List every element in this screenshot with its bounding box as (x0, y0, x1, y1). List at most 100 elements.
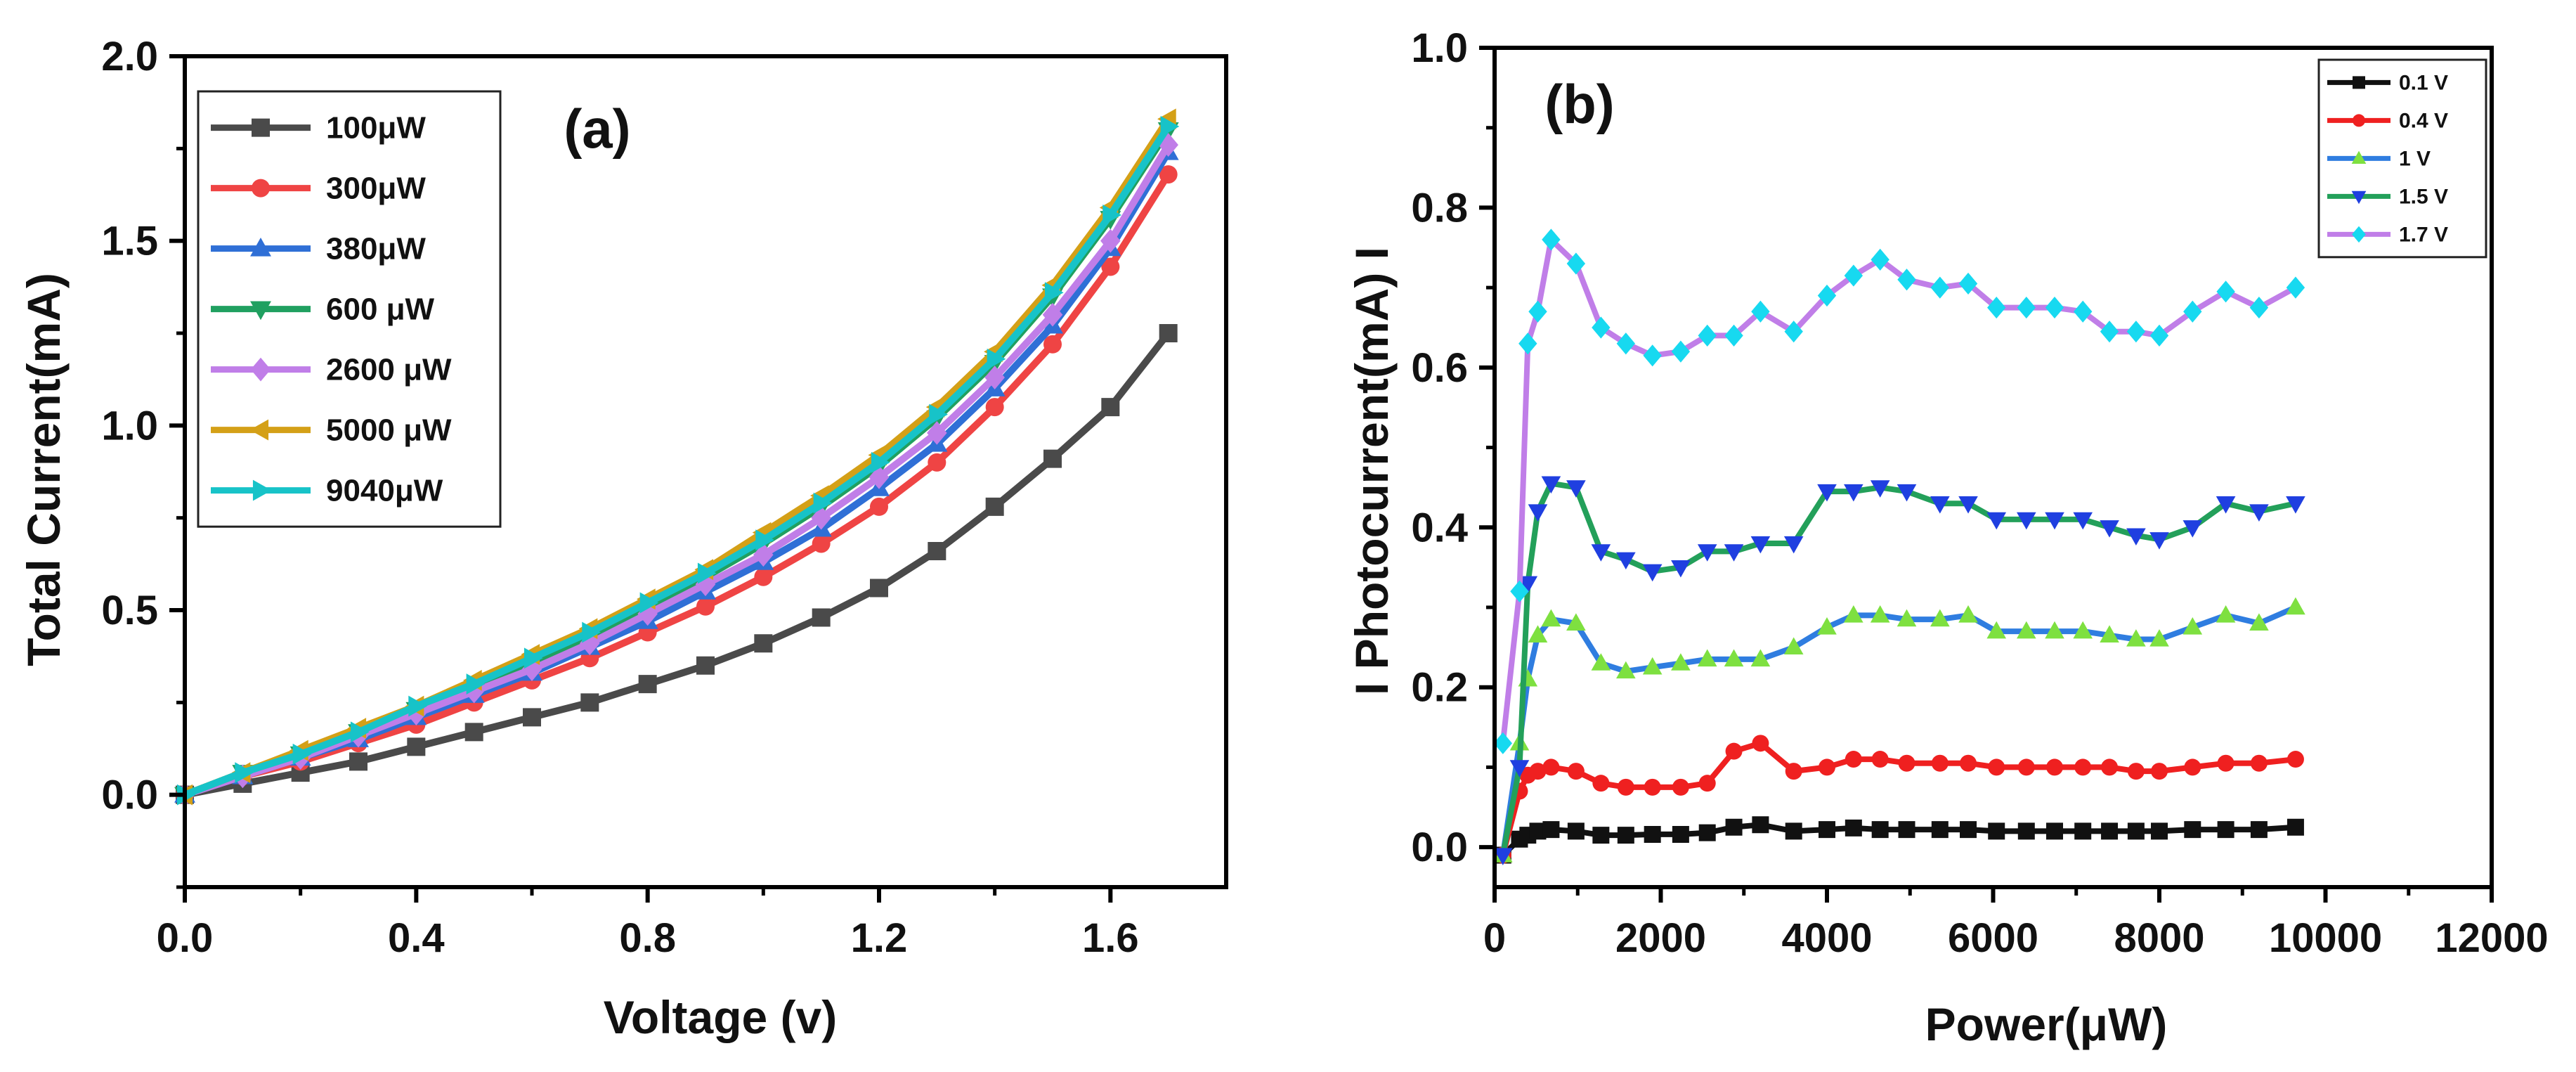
panel-a-plot: 0.0 0.4 0.8 1.2 1.6 0.0 0.5 1.0 1.5 2.0 100μW 300μW… (101, 34, 1228, 961)
panel-a-series-2600-uw-point (695, 572, 716, 597)
panel-b-series-1-7-v-point (1724, 324, 1743, 347)
panel-b-series-1-v-point (2045, 621, 2064, 639)
panel-b-series-1-5-v-point (1783, 536, 1804, 554)
panel-b-x-tick-label: 0 (1483, 915, 1506, 961)
panel-a-series-100uw-line (181, 330, 1172, 799)
panel-b-series-0-4-v-point (2127, 763, 2145, 780)
panel-b-series-1-v-point (2183, 617, 2203, 635)
panel-a-series-9040uw-point (813, 492, 833, 514)
panel-b-series-1-5-v-point (1591, 544, 1611, 562)
panel-b-series-1-v-point (2126, 629, 2146, 647)
panel-a-series-100uw-point (928, 541, 947, 560)
panel-b-series-1-5-v-point (1616, 552, 1636, 570)
panel-b-series-1-7-v-point (2183, 300, 2202, 323)
panel-a-y-tick-label: 0.0 (101, 773, 158, 818)
panel-b-series-1-v-point (1566, 613, 1586, 631)
panel-b-series-1-5-v-point (1817, 484, 1837, 502)
panel-b-series-0-4-v-point (1567, 763, 1585, 780)
panel-b-series-1-7-v-point (1958, 272, 1978, 295)
panel-b-series-0-1-v-point (1898, 821, 1915, 839)
panel-b-series-1-7-v-point (1987, 296, 2006, 319)
panel-b-legend-swatch-marker (2351, 190, 2367, 205)
panel-b-series-0-4-v-point (1644, 778, 1661, 796)
panel-b-series-0-1-v-point (2250, 821, 2268, 839)
panel-b-y-tick-label: 1.0 (1411, 25, 1468, 71)
panel-b-series-1-7-v-point (2216, 280, 2235, 303)
panel-a-legend-item: 380μW (211, 232, 426, 266)
panel-a-legend-item: 600 μW (211, 292, 435, 327)
panel-a-series-9040uw-point (987, 348, 1006, 370)
panel-b-y-tick-label: 0.2 (1411, 665, 1468, 711)
panel-b-series-1-7-v-point (2149, 324, 2169, 347)
panel-b-series-1-5-v-point (2149, 532, 2169, 550)
panel-a-series-9040uw-point (1102, 204, 1121, 226)
panel-b-series-0-4-v-point (2046, 758, 2064, 776)
panel-b-series-0-1-v-point (1725, 818, 1743, 836)
panel-b-series-1-7-v-point (1930, 276, 1950, 299)
panel-b-series-1-5-v-point (1986, 512, 2007, 530)
panel-a-series-100uw-point (523, 708, 541, 727)
panel-a-series-9040uw-point (466, 673, 486, 695)
panel-b-legend-item: 1.5 V (2327, 185, 2448, 208)
panel-b-series-0-4-v-point (2151, 763, 2168, 780)
panel-b-series-0-1-v-point (1819, 821, 1835, 839)
panel-a-legend-swatch-marker (250, 238, 271, 257)
panel-a-x-axis-title: Voltage (v) (604, 991, 837, 1043)
panel-a-series-300uw-point (870, 497, 888, 516)
panel-b-series-1-5-v-point (1930, 496, 1950, 514)
panel-b-series-0-1-v-point (2074, 822, 2092, 840)
panel-a-series-9040uw-point (523, 647, 543, 669)
panel-a-y-axis-title: Total Current(mA) (18, 273, 70, 666)
panel-b-series-0-1-v-point (1871, 821, 1889, 839)
panel-b-legend-label: 1.5 V (2399, 185, 2448, 208)
panel-b-series-1-5-v-point (1724, 544, 1744, 562)
panel-b-legend-item: 0.1 V (2327, 71, 2448, 94)
panel-a-series-9040uw-point (871, 451, 890, 473)
panel-a-series-2600-uw-point (1100, 228, 1121, 253)
panel-b-series-0-1-v-point (1931, 821, 1949, 839)
panel-b-series-0-1-v-point (2101, 822, 2119, 840)
panel-b-series-1-v-point (2249, 613, 2269, 631)
panel-b-legend-swatch-marker (2353, 76, 2365, 89)
panel-a-legend-swatch-marker (250, 357, 271, 382)
panel-b-series-0-4-v-point (1845, 751, 1862, 768)
panel-b-series-1-5-v-point (2126, 528, 2146, 546)
panel-b-legend-label: 0.1 V (2399, 71, 2448, 94)
panel-b-y-tick-label: 0.6 (1411, 345, 1468, 391)
panel-b-series-1-7-v-point (1643, 344, 1662, 367)
panel-b-series-1-v-point (1697, 649, 1717, 667)
panel-b-y-axis-title: I Photocurrent(mA) I (1346, 247, 1398, 695)
panel-a-series-300uw-point (1101, 257, 1120, 276)
panel-b-series-1-7-v-point (1671, 340, 1691, 363)
panel-b-series-0-4-v-point (1529, 763, 1547, 780)
panel-b-series-0-1-v-point (2286, 818, 2304, 836)
panel-b-series-1-v-point (1986, 621, 2007, 639)
panel-b-series-0-4-v-point (1698, 775, 1716, 792)
panel-b-series-1-7-v-point (1897, 269, 1916, 291)
panel-a-series-100uw-point (464, 723, 483, 742)
panel-a-series-9040uw-point (639, 592, 659, 614)
panel-a-legend-label: 380μW (326, 232, 426, 266)
panel-b-series-0-1-v-point (1542, 821, 1560, 839)
panel-b-series-1-5-v-point (2249, 504, 2269, 522)
panel-a-series-9040uw-line (181, 122, 1172, 799)
panel-a-series-300uw-point (754, 567, 773, 586)
panel-b-series-1-5-v-point (2216, 496, 2236, 514)
panel-b-series-1-5-v-point (2045, 512, 2064, 530)
panel-b-series-0-4-v-point (2074, 758, 2092, 776)
panel-b-legend: 0.1 V 0.4 V 1 V 1.5 V 1.7 V (2317, 58, 2487, 259)
panel-b-series-1-5-v-point (2073, 512, 2093, 530)
panel-a-legend-label: 100μW (326, 111, 426, 146)
panel-b-series-1-7-v-point (1592, 316, 1611, 339)
panel-b-series-0-1-v-point (2017, 822, 2035, 840)
panel-b-series-0-4-v-point (1592, 775, 1610, 792)
panel-b-series-1-5-v-point (1541, 476, 1561, 494)
panel-b-series-0-1-v-point (2184, 821, 2201, 839)
panel-b-series-1-5-v-point (1518, 576, 1538, 594)
panel-b-series-0-4-v-point (1819, 758, 1835, 776)
panel-b-legend-swatch-marker (2351, 150, 2367, 164)
panel-b-series-1-v-point (1783, 637, 1804, 655)
panel-b-series-0-1-v-point (1672, 825, 1689, 843)
panel-b-series-1-7-v-point (1566, 252, 1586, 275)
panel-b-series-0-1-v-point (2127, 822, 2145, 840)
